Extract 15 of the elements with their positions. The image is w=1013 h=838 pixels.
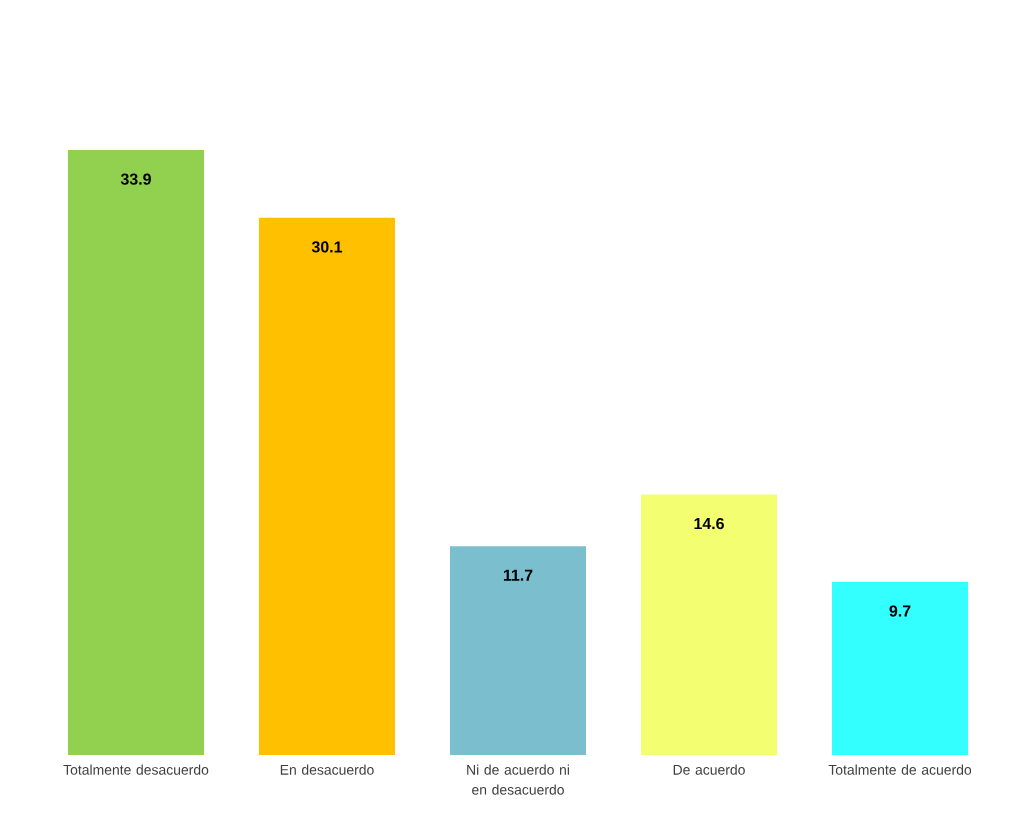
bar — [68, 149, 204, 755]
data-label: 11.7 — [503, 569, 533, 581]
data-label: 9.7 — [889, 605, 911, 617]
bar — [450, 546, 586, 755]
bar — [259, 217, 395, 755]
x-tick-label: Totalmente de acuerdo — [828, 764, 972, 775]
x-tick-label: Totalmente desacuerdo — [63, 764, 209, 775]
x-tick-label: En desacuerdo — [280, 764, 374, 775]
data-label: 33.9 — [120, 173, 151, 185]
data-label: 30.1 — [311, 241, 343, 253]
bar — [641, 494, 777, 755]
x-tick-label: Ni de acuerdo ni en desacuerdo — [467, 764, 569, 795]
data-label: 14.6 — [694, 517, 724, 530]
x-tick-label: De acuerdo — [673, 764, 745, 775]
bar — [832, 581, 969, 755]
